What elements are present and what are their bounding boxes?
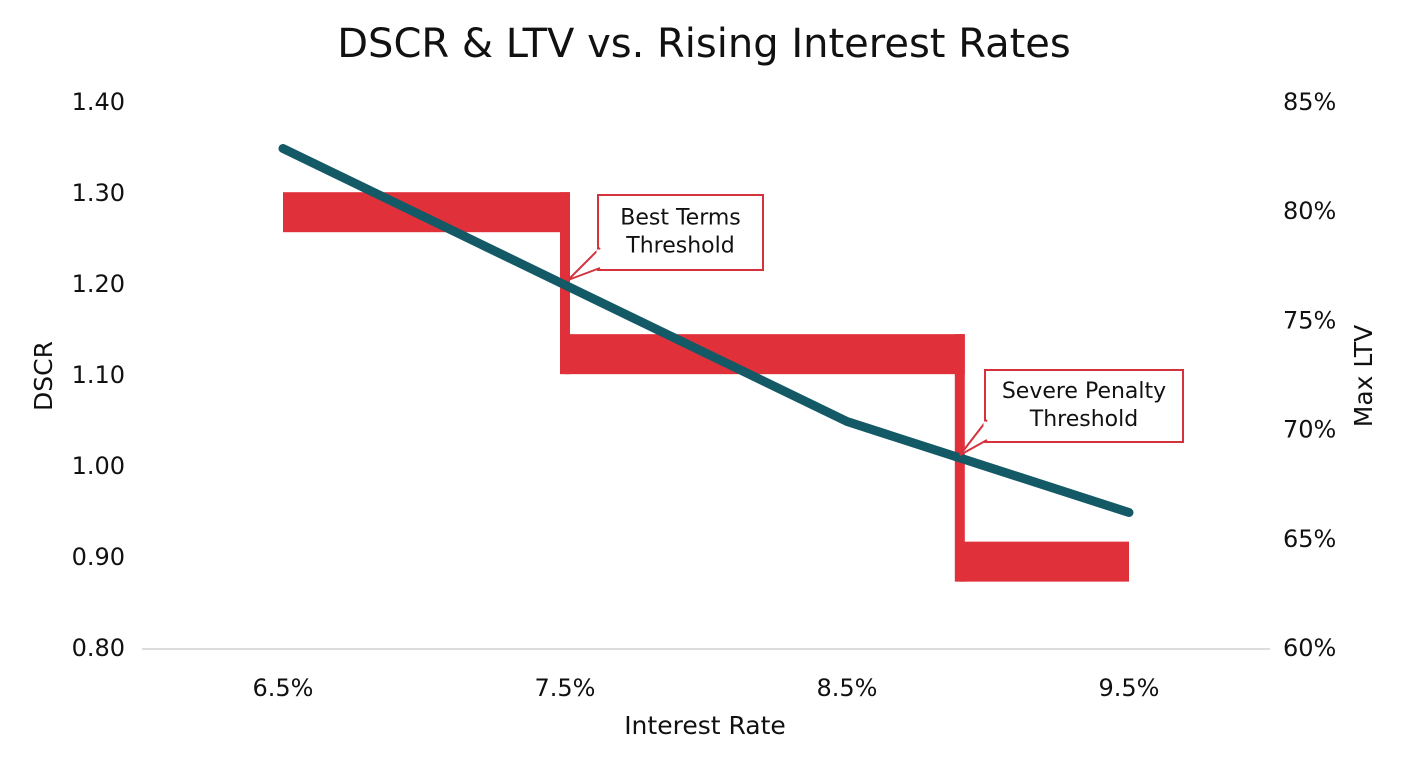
x-tick-label: 6.5% (253, 674, 314, 702)
y2-tick-label: 80% (1283, 197, 1336, 225)
y-tick-label: 1.30 (72, 179, 125, 207)
y2-tick-label: 85% (1283, 88, 1336, 116)
ltv-step (283, 192, 570, 233)
y2-tick-label: 60% (1283, 634, 1336, 662)
y2-tick-label: 65% (1283, 525, 1336, 553)
dscr-line (278, 144, 1134, 517)
annotation: Severe Penalty Threshold (959, 369, 1184, 456)
annotation-box (597, 194, 764, 271)
annotation-box (984, 369, 1184, 443)
x-tick-label: 9.5% (1099, 674, 1160, 702)
chart-title: DSCR & LTV vs. Rising Interest Rates (337, 21, 1071, 67)
x-tick-label: 8.5% (817, 674, 878, 702)
x-tick-label: 7.5% (535, 674, 596, 702)
annotation-text: Best Terms (620, 206, 741, 231)
annotation-pointer (959, 419, 988, 456)
annotation-text: Threshold (625, 234, 734, 259)
y2-tick-label: 75% (1283, 306, 1336, 334)
y-tick-label: 1.00 (72, 452, 125, 480)
y-axis-label: DSCR (29, 341, 58, 411)
ltv-step (565, 334, 965, 375)
x-axis-label: Interest Rate (624, 711, 786, 740)
y-tick-label: 0.80 (72, 634, 125, 662)
y2-tick-label: 70% (1283, 416, 1336, 444)
ltv-step (959, 541, 1129, 582)
y-tick-label: 0.90 (72, 543, 125, 571)
annotation: Best Terms Threshold (567, 194, 764, 281)
y2-axis-label: Max LTV (1349, 325, 1378, 428)
y-tick-label: 1.10 (72, 361, 125, 389)
annotation-text: Severe Penalty (1002, 379, 1166, 404)
annotation-text: Threshold (1029, 407, 1138, 432)
y-tick-label: 1.40 (72, 88, 125, 116)
annotation-pointer (567, 247, 601, 281)
y-tick-label: 1.20 (72, 270, 125, 298)
